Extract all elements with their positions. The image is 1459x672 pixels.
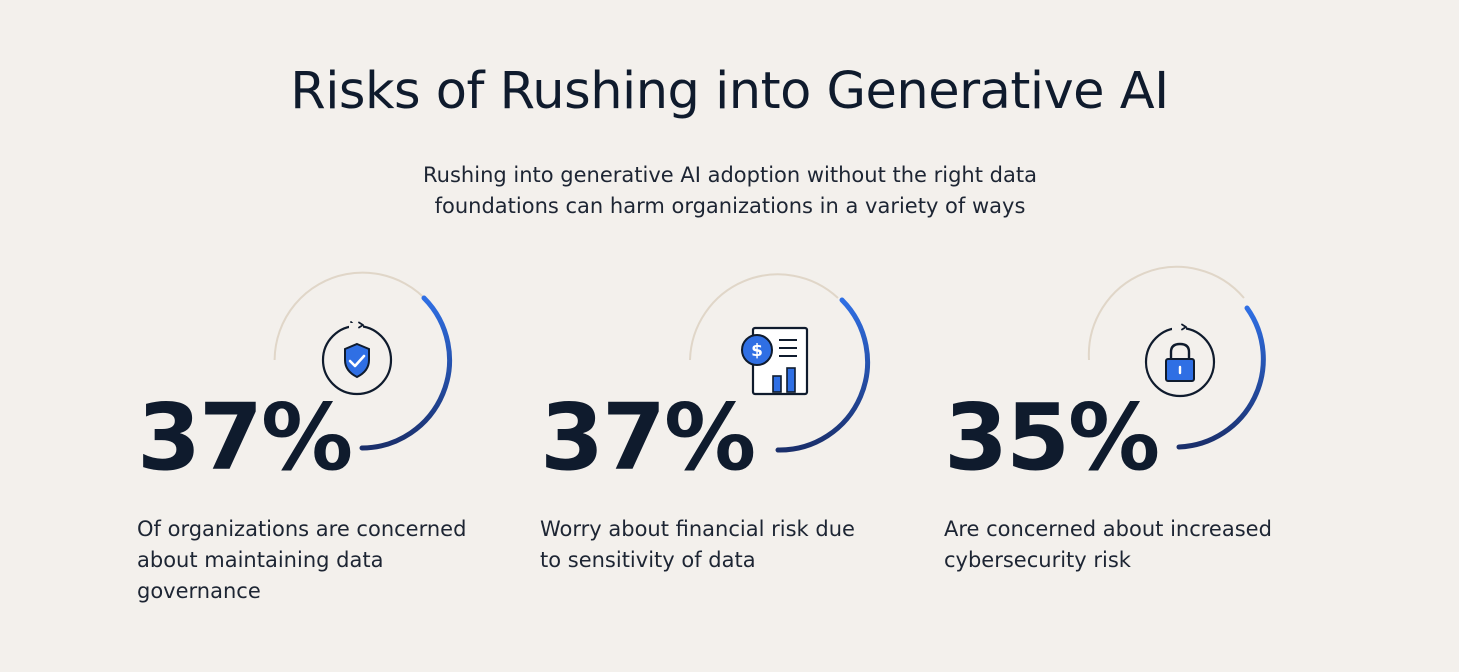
- financial-report-icon: $: [741, 326, 809, 396]
- padlock-icon: [1144, 323, 1216, 398]
- page-title: Risks of Rushing into Generative AI: [290, 62, 1169, 121]
- stat-value: 37%: [540, 384, 756, 491]
- shield-check-icon: [321, 321, 393, 396]
- stat-value: 35%: [944, 384, 1160, 491]
- svg-text:$: $: [751, 341, 763, 361]
- progress-ring: [689, 273, 871, 453]
- stat-card-data-governance: 37% Of organizations are concerned about…: [137, 260, 537, 620]
- page-subtitle: Rushing into generative AI adoption with…: [423, 163, 1037, 218]
- stat-card-financial-risk: $ 37% Worry about financial risk due to …: [540, 260, 940, 620]
- stat-description: Of organizations are concerned about mai…: [137, 517, 467, 603]
- stat-card-cybersecurity-risk: 35% Are concerned about increased cybers…: [944, 260, 1344, 620]
- stat-description: Are concerned about increased cybersecur…: [944, 517, 1272, 572]
- stat-value: 37%: [137, 384, 353, 491]
- stat-description: Worry about financial risk due to sensit…: [540, 517, 855, 572]
- progress-ring: [1087, 265, 1266, 450]
- progress-ring: [273, 271, 453, 451]
